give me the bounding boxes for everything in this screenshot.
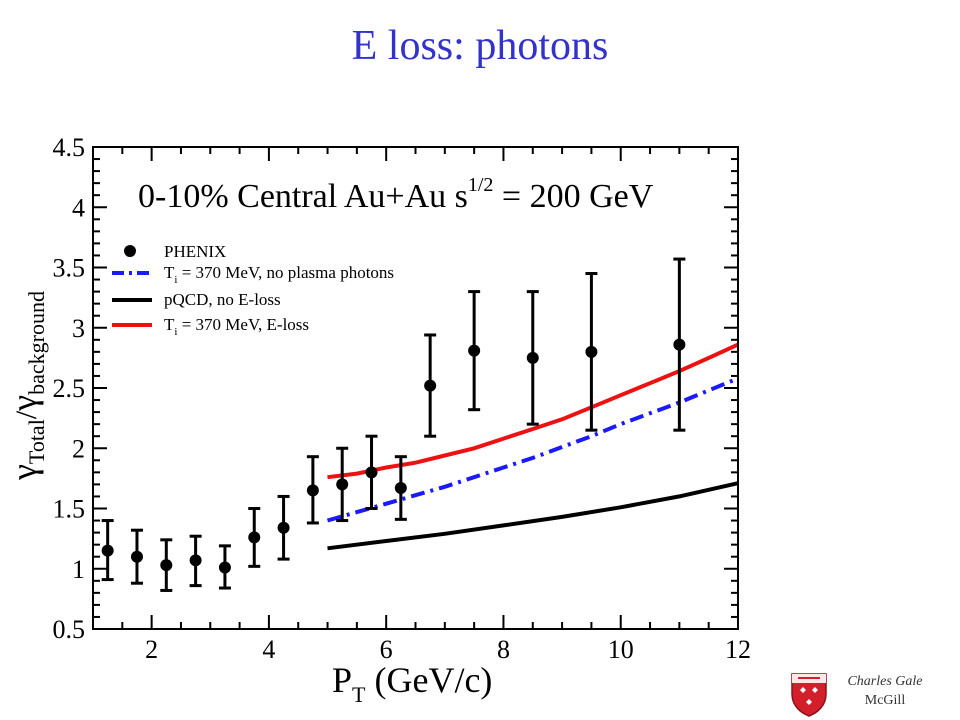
legend: PHENIX Ti = 370 MeV, no plasma photons p… <box>112 242 394 338</box>
data-point <box>306 455 319 525</box>
y-axis-g2: γ <box>4 395 44 412</box>
annotation-main: 0-10% Central Au+Au s <box>138 178 468 215</box>
slide-credit: Charles Gale McGill <box>830 672 940 710</box>
data-marker <box>673 338 686 351</box>
data-marker <box>248 531 261 544</box>
legend-eloss-a: T <box>164 315 175 334</box>
data-point <box>248 507 261 568</box>
data-point <box>101 519 114 582</box>
curve-eloss <box>327 342 739 480</box>
collision-annotation: 0-10% Central Au+Au s1/2 = 200 GeV <box>138 174 654 215</box>
data-point <box>218 544 231 590</box>
data-marker <box>277 521 290 534</box>
axis-ticks <box>92 146 739 630</box>
data-point <box>424 333 437 438</box>
data-marker <box>468 344 481 357</box>
x-tick-label: 2 <box>145 635 158 664</box>
data-marker <box>218 561 231 574</box>
data-marker <box>101 544 114 557</box>
legend-label-noplasma: Ti = 370 MeV, no plasma photons <box>164 263 394 286</box>
data-point <box>673 257 686 432</box>
y-tick-label: 1 <box>72 555 85 584</box>
legend-marker-phenix <box>124 245 136 257</box>
y-axis-sep: / <box>10 410 43 419</box>
slide-title: E loss: photons <box>351 23 609 69</box>
legend-label-phenix: PHENIX <box>164 242 226 261</box>
y-tick-label: 4.5 <box>53 133 86 162</box>
y-axis-title: γTotal/γbackground <box>4 291 49 481</box>
x-axis-main: P <box>332 660 352 700</box>
y-tick-label: 2.5 <box>53 374 86 403</box>
x-axis-title: PT (GeV/c) <box>332 660 492 707</box>
data-marker <box>189 554 202 567</box>
credit-affiliation: McGill <box>864 693 906 708</box>
legend-label-eloss: Ti = 370 MeV, E-loss <box>164 315 309 338</box>
data-point <box>394 455 407 521</box>
curve-noplasma <box>326 376 739 523</box>
y-tick-label: 3.5 <box>53 254 86 283</box>
x-tick-label: 4 <box>262 635 275 664</box>
model-curves <box>326 342 739 551</box>
annotation-tail: = 200 GeV <box>493 178 653 215</box>
data-marker <box>306 484 319 497</box>
legend-noplasma-b: = 370 MeV, no plasma photons <box>177 263 394 282</box>
y-axis-s1: Total <box>24 419 49 464</box>
data-marker <box>394 482 407 495</box>
legend-label-pqcd: pQCD, no E-loss <box>164 290 281 309</box>
phenix-data-points <box>101 257 686 592</box>
x-axis-sub: T <box>352 682 366 707</box>
data-point <box>468 290 481 412</box>
data-marker <box>526 351 539 364</box>
annotation-sup: 1/2 <box>468 174 494 196</box>
y-tick-label: 0.5 <box>53 615 86 644</box>
data-point <box>336 446 349 523</box>
data-marker <box>160 559 173 572</box>
x-axis-tail: (GeV/c) <box>365 660 492 700</box>
data-marker <box>130 550 143 563</box>
data-point <box>189 534 202 588</box>
x-tick-label: 10 <box>608 635 634 664</box>
mcgill-crest-icon <box>791 673 827 717</box>
y-axis-g1: γ <box>4 464 44 481</box>
credit-author: Charles Gale <box>847 674 923 689</box>
data-point <box>526 290 539 426</box>
legend-noplasma-a: T <box>164 263 175 282</box>
data-point <box>585 272 598 432</box>
x-tick-label: 6 <box>380 635 393 664</box>
axis-tick-labels: 2 4 6 8 10 12 0.5 1 1.5 2 2.5 3 3.5 4 4.5 <box>53 133 752 664</box>
data-marker <box>336 478 349 491</box>
x-tick-label: 8 <box>497 635 510 664</box>
data-point <box>277 494 290 561</box>
y-tick-label: 1.5 <box>53 495 86 524</box>
data-marker <box>365 466 378 479</box>
x-tick-label: 12 <box>725 635 751 664</box>
data-point <box>365 434 378 510</box>
data-marker <box>585 345 598 358</box>
curve-pqcd <box>327 481 739 551</box>
y-tick-label: 2 <box>72 434 85 463</box>
y-axis-s2: background <box>24 291 49 395</box>
y-tick-label: 4 <box>72 193 85 222</box>
legend-noplasma-sub: i <box>174 274 177 286</box>
y-tick-label: 3 <box>72 314 85 343</box>
data-point <box>160 538 173 592</box>
data-point <box>130 528 143 585</box>
legend-eloss-sub: i <box>174 326 177 338</box>
data-marker <box>424 379 437 392</box>
legend-eloss-b: = 370 MeV, E-loss <box>177 315 309 334</box>
